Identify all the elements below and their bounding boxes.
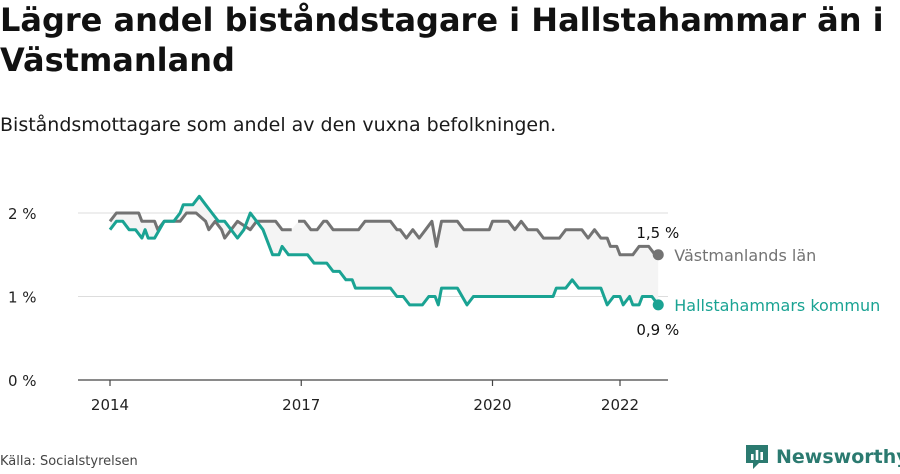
series-name-label: Hallstahammars kommun (674, 296, 880, 315)
x-tick-label: 2022 (601, 396, 639, 414)
chart-subtitle: Biståndsmottagare som andel av den vuxna… (0, 114, 557, 136)
x-tick-label: 2017 (282, 396, 320, 414)
source-note: Källa: Socialstyrelsen (0, 454, 138, 469)
series-end-point (652, 299, 664, 311)
axes: 0 % 1 % 2 % 2014 2017 2020 2022 (8, 205, 668, 414)
y-tick-label: 2 % (8, 205, 37, 223)
series-line (108, 194, 660, 307)
series-labels: Västmanlands län 1,5 % Hallstahammars komm… (636, 224, 880, 339)
series-end-point (652, 249, 664, 261)
x-tick-label: 2014 (91, 396, 129, 414)
line-chart: 0 % 1 % 2 % 2014 2017 2020 2022 Västmanlands l… (8, 194, 880, 414)
grid-lines (78, 212, 668, 297)
y-tick-label: 1 % (8, 289, 37, 307)
series-end-value: 0,9 % (636, 321, 679, 339)
series-line (108, 211, 659, 257)
x-tick-label: 2020 (473, 396, 511, 414)
series-end-value: 1,5 % (636, 224, 679, 242)
series-name-label: Västmanlands län (674, 246, 816, 265)
chart-title: Lägre andel biståndstagare i Hallstahamm… (0, 1, 884, 79)
brand: Newsworthy (744, 442, 900, 472)
y-tick-label: 0 % (8, 372, 37, 390)
newsworthy-logo-icon (746, 445, 768, 469)
series-lines (108, 194, 660, 307)
brand-name: Newsworthy (776, 446, 900, 468)
